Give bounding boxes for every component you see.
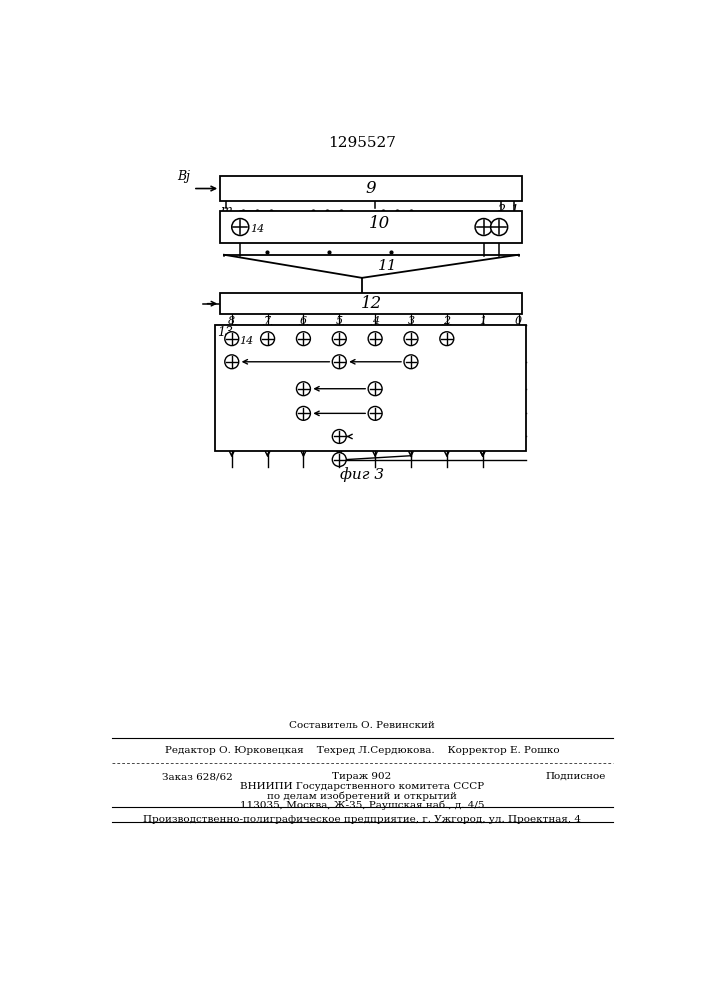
Text: 10: 10 [368, 215, 390, 232]
Circle shape [332, 430, 346, 443]
Text: ВНИИПИ Государственного комитета СССР: ВНИИПИ Государственного комитета СССР [240, 782, 484, 791]
Text: 13: 13 [217, 326, 233, 339]
Bar [215, 325, 526, 451]
Text: Составитель О. Ревинский: Составитель О. Ревинский [289, 721, 435, 730]
Text: 0: 0 [515, 316, 522, 326]
Circle shape [261, 332, 274, 346]
Circle shape [332, 355, 346, 369]
Text: 11: 11 [378, 259, 397, 273]
Text: 4: 4 [372, 316, 379, 326]
Bar [220, 293, 522, 314]
Bar [220, 176, 522, 201]
Text: 2: 2 [443, 316, 450, 326]
Circle shape [440, 332, 454, 346]
Circle shape [368, 382, 382, 396]
Text: 7: 7 [264, 316, 271, 326]
Text: 5: 5 [336, 316, 343, 326]
Circle shape [225, 355, 239, 369]
Text: Редактор О. Юрковецкая    Техред Л.Сердюкова.    Корректор Е. Рошко: Редактор О. Юрковецкая Техред Л.Сердюков… [165, 746, 559, 755]
Text: Производственно-полиграфическое предприятие, г. Ужгород, ул. Проектная, 4: Производственно-полиграфическое предприя… [143, 815, 581, 824]
Text: 14: 14 [250, 224, 264, 234]
Text: 3: 3 [407, 316, 414, 326]
Text: 113035, Москва, Ж-35, Раушская наб., д. 4/5: 113035, Москва, Ж-35, Раушская наб., д. … [240, 801, 484, 810]
Circle shape [232, 219, 249, 235]
Text: Тираж 902: Тираж 902 [332, 772, 392, 781]
Text: фиг 3: фиг 3 [340, 467, 384, 482]
Circle shape [296, 332, 310, 346]
Text: 2: 2 [498, 204, 506, 217]
Circle shape [332, 453, 346, 466]
Text: 6: 6 [300, 316, 307, 326]
Text: Заказ 628/62: Заказ 628/62 [162, 772, 233, 781]
Circle shape [491, 219, 508, 235]
Circle shape [332, 332, 346, 346]
Circle shape [225, 332, 239, 346]
Text: 8: 8 [228, 316, 235, 326]
Circle shape [368, 406, 382, 420]
Circle shape [475, 219, 492, 235]
Text: Bj: Bj [177, 170, 191, 183]
Text: по делам изобретений и открытий: по делам изобретений и открытий [267, 791, 457, 801]
Text: 1: 1 [510, 204, 518, 217]
Circle shape [296, 382, 310, 396]
Text: 12: 12 [361, 295, 382, 312]
Text: m: m [221, 204, 233, 217]
Text: 9: 9 [366, 180, 377, 197]
Circle shape [296, 406, 310, 420]
Text: 14: 14 [240, 336, 254, 346]
Bar [220, 211, 522, 243]
Circle shape [404, 355, 418, 369]
Text: 1: 1 [479, 316, 486, 326]
Text: Подписное: Подписное [546, 772, 606, 781]
Circle shape [368, 332, 382, 346]
Circle shape [404, 332, 418, 346]
Text: 1295527: 1295527 [328, 136, 396, 150]
